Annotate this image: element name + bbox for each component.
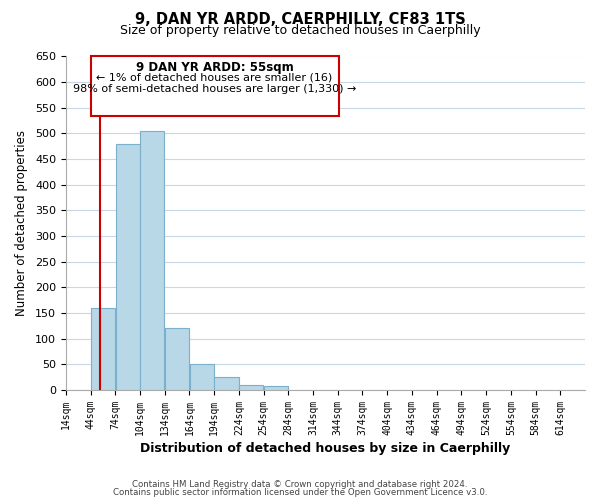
Text: Size of property relative to detached houses in Caerphilly: Size of property relative to detached ho… bbox=[119, 24, 481, 37]
Bar bbox=[165, 328, 189, 390]
Bar bbox=[214, 378, 239, 390]
Bar bbox=[91, 308, 115, 390]
Bar bbox=[190, 364, 214, 390]
Text: 9, DAN YR ARDD, CAERPHILLY, CF83 1TS: 9, DAN YR ARDD, CAERPHILLY, CF83 1TS bbox=[134, 12, 466, 28]
X-axis label: Distribution of detached houses by size in Caerphilly: Distribution of detached houses by size … bbox=[140, 442, 511, 455]
Bar bbox=[116, 144, 140, 390]
Text: ← 1% of detached houses are smaller (16): ← 1% of detached houses are smaller (16) bbox=[97, 73, 332, 83]
FancyBboxPatch shape bbox=[91, 56, 338, 116]
Bar bbox=[140, 131, 164, 390]
Text: Contains HM Land Registry data © Crown copyright and database right 2024.: Contains HM Land Registry data © Crown c… bbox=[132, 480, 468, 489]
Bar bbox=[239, 385, 263, 390]
Text: Contains public sector information licensed under the Open Government Licence v3: Contains public sector information licen… bbox=[113, 488, 487, 497]
Text: 98% of semi-detached houses are larger (1,330) →: 98% of semi-detached houses are larger (… bbox=[73, 84, 356, 94]
Text: 9 DAN YR ARDD: 55sqm: 9 DAN YR ARDD: 55sqm bbox=[136, 61, 293, 74]
Bar bbox=[264, 386, 288, 390]
Y-axis label: Number of detached properties: Number of detached properties bbox=[15, 130, 28, 316]
